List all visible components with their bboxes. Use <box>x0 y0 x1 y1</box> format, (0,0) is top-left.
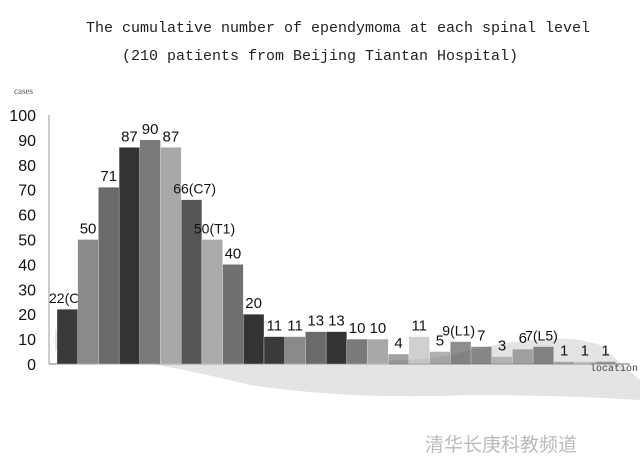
y-axis-label: cases <box>14 86 33 96</box>
bar-T11 <box>408 336 430 365</box>
bar-L4 <box>512 348 534 365</box>
watermark: 清华长庚科教频道 <box>425 434 578 456</box>
data-label: 10 <box>349 320 366 337</box>
data-label: 11 <box>287 318 303 335</box>
data-label: 20 <box>245 295 262 312</box>
data-label: 6 <box>519 330 527 347</box>
data-label: 9(L1) <box>442 323 475 339</box>
bar-L3 <box>491 356 513 365</box>
data-label: 50 <box>80 221 97 238</box>
bar-C2 <box>77 239 99 365</box>
data-label: 66(C7) <box>173 181 216 197</box>
data-label: 13 <box>307 313 324 330</box>
y-tick-label: 80 <box>18 158 36 175</box>
data-label: 4 <box>394 335 402 352</box>
data-label: 1 <box>560 343 568 360</box>
bar-L5 <box>532 346 554 365</box>
data-label: 40 <box>225 245 242 262</box>
bar-T10 <box>388 353 410 365</box>
data-label: 87 <box>121 128 138 145</box>
data-label: 11 <box>411 318 427 335</box>
data-label: 11 <box>267 318 283 335</box>
bar-S3 <box>595 361 617 365</box>
bar-C5 <box>139 139 161 365</box>
bar-T4 <box>263 336 285 365</box>
y-tick-label: 10 <box>18 332 36 349</box>
y-tick-label: 50 <box>18 233 36 250</box>
bar-T2 <box>222 264 244 365</box>
bar-T7 <box>325 331 347 365</box>
data-label: 50(T1) <box>194 221 235 237</box>
data-label: 13 <box>328 313 345 330</box>
chart-title: The cumulative number of ependymoma at e… <box>85 20 591 37</box>
y-tick-label: 0 <box>27 357 36 374</box>
y-tick-label: 70 <box>18 183 36 200</box>
bar-T6 <box>305 331 327 365</box>
data-label: 3 <box>498 338 506 355</box>
data-label: 1 <box>581 343 589 360</box>
y-tick-label: 30 <box>18 282 36 299</box>
bar-C1 <box>56 309 78 365</box>
data-label: 1 <box>601 343 609 360</box>
chart-subtitle: (210 patients from Beijing Tiantan Hospi… <box>121 48 519 65</box>
data-label: 5 <box>436 333 444 350</box>
y-tick-label: 60 <box>18 208 36 225</box>
bar-T3 <box>243 314 265 365</box>
bar-L1 <box>450 341 472 365</box>
data-label: 71 <box>100 168 117 185</box>
data-label: 90 <box>142 121 159 138</box>
bar-C4 <box>118 147 140 365</box>
bar-S1 <box>553 361 575 365</box>
data-label: 7(L5) <box>525 328 558 344</box>
bar-T12 <box>429 351 451 365</box>
bar-T5 <box>284 336 306 365</box>
y-tick-label: 90 <box>18 133 36 150</box>
y-tick-label: 100 <box>9 108 36 125</box>
data-label: 10 <box>370 320 387 337</box>
bar-L2 <box>470 346 492 365</box>
y-tick-label: 20 <box>18 307 36 324</box>
bar-T1 <box>201 239 223 365</box>
x-axis-label: location <box>590 364 639 375</box>
bar-T8 <box>346 338 368 365</box>
data-label: 7 <box>477 328 485 345</box>
bar-C3 <box>98 187 120 365</box>
data-label: 87 <box>163 128 180 145</box>
bar-T9 <box>367 338 389 365</box>
y-tick-label: 40 <box>18 257 36 274</box>
